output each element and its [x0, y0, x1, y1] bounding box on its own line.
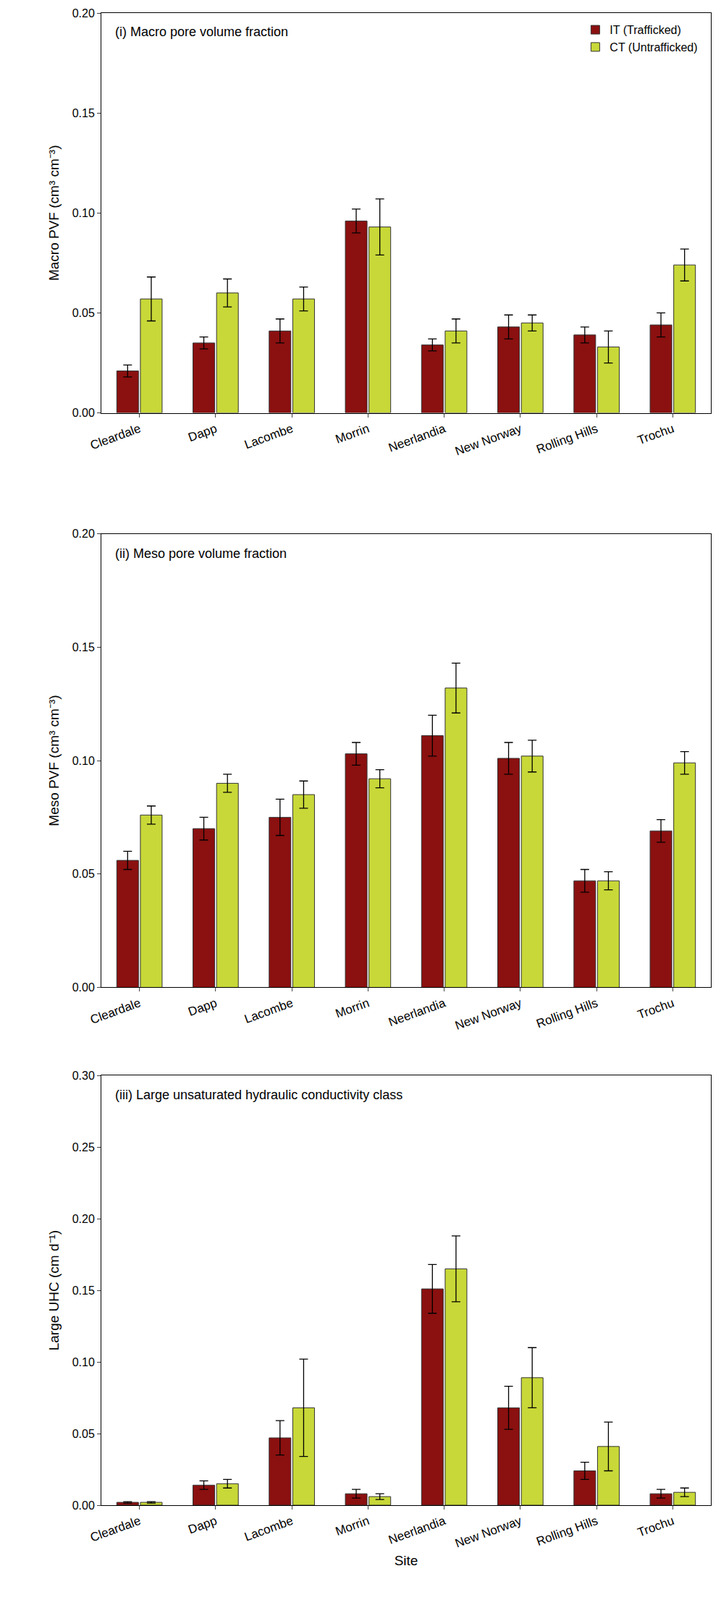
svg-text:Rolling Hills: Rolling Hills [534, 421, 600, 457]
svg-text:Lacombe: Lacombe [242, 996, 295, 1027]
svg-text:Site: Site [394, 1553, 419, 1569]
svg-text:Dapp: Dapp [186, 421, 219, 445]
svg-text:0.30: 0.30 [72, 1069, 95, 1083]
svg-text:Trochu: Trochu [635, 1514, 677, 1541]
svg-text:Cleardale: Cleardale [88, 996, 143, 1028]
svg-text:0.20: 0.20 [72, 1213, 95, 1226]
svg-text:0.15: 0.15 [72, 107, 95, 120]
svg-text:Trochu: Trochu [635, 421, 677, 448]
svg-text:CT (Untrafficked): CT (Untrafficked) [609, 41, 698, 54]
svg-text:New Norway: New Norway [453, 996, 525, 1033]
svg-text:Large UHC (cm d⁻¹): Large UHC (cm d⁻¹) [47, 1230, 63, 1351]
svg-text:Rolling Hills: Rolling Hills [534, 1514, 600, 1550]
svg-text:Cleardale: Cleardale [88, 1514, 143, 1546]
svg-text:0.20: 0.20 [72, 527, 95, 541]
svg-text:0.10: 0.10 [72, 1356, 95, 1369]
svg-text:Trochu: Trochu [635, 996, 677, 1023]
svg-text:Neerlandia: Neerlandia [386, 1514, 448, 1548]
svg-text:Cleardale: Cleardale [88, 421, 143, 453]
svg-text:New Norway: New Norway [453, 421, 525, 459]
svg-text:Macro PVF (cm³ cm⁻³): Macro PVF (cm³ cm⁻³) [47, 145, 63, 282]
svg-text:Dapp: Dapp [186, 996, 219, 1020]
svg-text:0.25: 0.25 [72, 1141, 95, 1154]
svg-text:Lacombe: Lacombe [242, 421, 295, 452]
svg-text:0.10: 0.10 [72, 755, 95, 768]
svg-text:Dapp: Dapp [186, 1514, 219, 1538]
svg-text:(iii) Large unsaturated hydrau: (iii) Large unsaturated hydraulic conduc… [115, 1088, 403, 1103]
svg-text:0.15: 0.15 [72, 641, 95, 654]
svg-text:0.05: 0.05 [72, 306, 95, 320]
svg-text:0.00: 0.00 [72, 1499, 95, 1513]
svg-text:0.10: 0.10 [72, 207, 95, 220]
svg-text:0.15: 0.15 [72, 1284, 95, 1298]
svg-text:Neerlandia: Neerlandia [386, 421, 448, 455]
svg-text:0.05: 0.05 [72, 867, 95, 881]
svg-text:Rolling Hills: Rolling Hills [534, 996, 600, 1031]
svg-text:Morrin: Morrin [333, 1514, 372, 1540]
svg-text:Morrin: Morrin [333, 421, 372, 446]
svg-text:Morrin: Morrin [333, 996, 372, 1021]
svg-text:0.05: 0.05 [72, 1428, 95, 1441]
svg-text:Lacombe: Lacombe [242, 1514, 295, 1545]
svg-text:IT (Trafficked): IT (Trafficked) [609, 23, 681, 37]
svg-text:Neerlandia: Neerlandia [386, 996, 448, 1030]
svg-text:(i) Macro pore volume fraction: (i) Macro pore volume fraction [115, 24, 289, 40]
svg-text:(ii) Meso pore volume fraction: (ii) Meso pore volume fraction [115, 546, 287, 562]
svg-text:New Norway: New Norway [453, 1514, 525, 1552]
svg-text:Meso PVF (cm³ cm⁻³): Meso PVF (cm³ cm⁻³) [47, 694, 63, 826]
svg-text:0.00: 0.00 [72, 981, 95, 994]
svg-text:0.00: 0.00 [72, 406, 95, 420]
svg-text:0.20: 0.20 [72, 7, 95, 20]
